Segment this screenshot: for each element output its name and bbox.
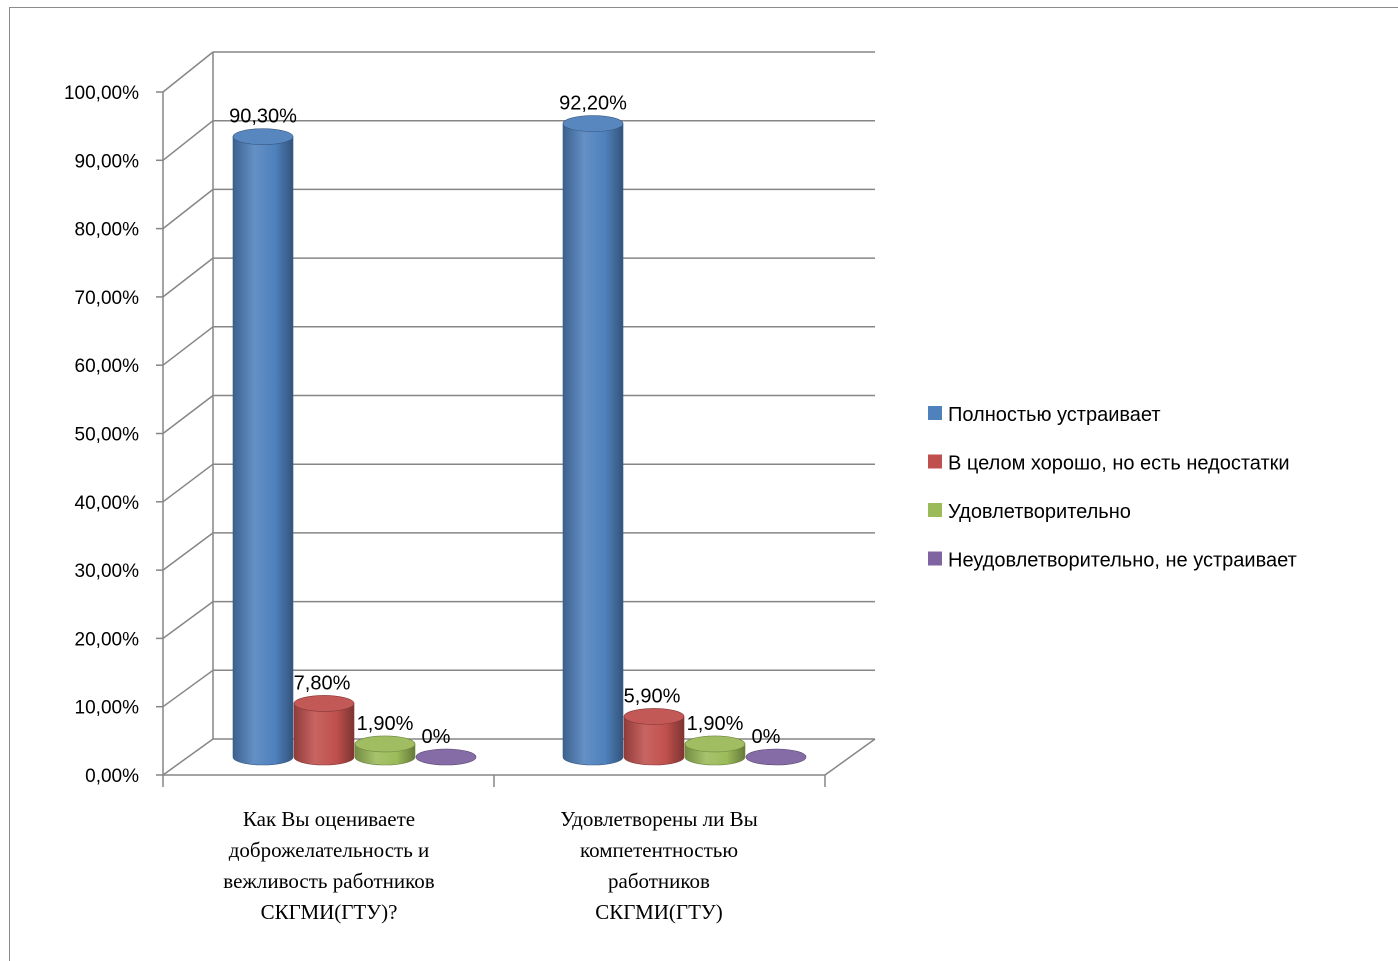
floor-right-edge [824,738,876,776]
side-wall-line [162,257,214,298]
legend-label: Удовлетворительно [948,501,1131,523]
y-tick-label: 20,00% [75,629,140,650]
legend-item: Полностью устраивает [928,404,1161,426]
bar [415,748,477,766]
category-label: доброжелательность и [229,838,430,862]
data-label: 7,80% [294,672,351,694]
bar [684,735,746,766]
y-tick-label: 90,00% [75,151,140,172]
side-wall-line [162,600,214,640]
bar [745,748,807,766]
bar-body [293,703,355,766]
bar-top [293,695,355,712]
legend: Полностью устраивает В целом хорошо, но е… [928,404,1297,572]
side-wall-line [162,51,214,93]
chart-frame [9,7,1398,961]
bar [562,115,624,766]
y-axis-tick-labels: 0,00% 10,00% 20,00% 30,00% 40,00% 50,00% 60,00… [64,83,139,787]
side-wall-line [162,738,214,776]
bar [232,128,294,766]
y-tick-label: 80,00% [75,220,140,241]
category-labels: Как Вы оцениваете доброжелательность и веж… [223,807,757,924]
legend-label: Полностью устраивает [948,404,1161,426]
legend-label: Неудовлетворительно, не устраивает [948,550,1297,572]
bar-top [415,748,477,766]
bar-top [354,735,416,753]
axes [156,91,876,787]
y-tick-label: 50,00% [75,425,140,446]
side-wall-line [162,326,214,366]
y-tick-label: 10,00% [75,698,140,719]
legend-item: Неудовлетворительно, не устраивает [928,550,1297,572]
bar-top [623,708,685,725]
y-tick-label: 40,00% [75,493,140,514]
y-tick-label: 70,00% [75,288,140,309]
side-wall-line [162,463,214,503]
category-label: работников [608,869,710,893]
bar-top [684,735,746,753]
side-wall-line [162,669,214,708]
data-labels: 90,30% 7,80% 1,90% 0% 92,20% 5,90% 1,90% 0% [229,93,781,748]
bars [232,115,807,766]
data-label: 5,90% [624,685,681,707]
bar [354,735,416,766]
category-label: вежливость работников [223,869,434,893]
category-label: СКГМИ(ГТУ)? [261,900,398,924]
gridlines [162,51,875,776]
bar-body [232,136,294,766]
category-label: компетентностью [580,838,738,862]
y-tick-label: 60,00% [75,356,140,377]
side-wall-line [162,188,214,230]
side-wall-line [162,120,214,161]
bar [293,695,355,766]
legend-swatch [928,503,942,517]
y-tick-label: 100,00% [64,83,139,104]
data-label: 90,30% [229,106,297,128]
data-label: 0% [422,726,451,748]
y-tick-label: 30,00% [75,561,140,582]
bar-body [623,716,685,766]
category-label: Как Вы оцениваете [243,807,415,831]
bar-top [562,115,624,132]
data-label: 0% [752,726,781,748]
bar-body [562,123,624,766]
category-label: Удовлетворены ли Вы [560,807,758,831]
category-label: СКГМИ(ГТУ) [595,900,723,924]
legend-label: В целом хорошо, но есть недостатки [948,453,1290,475]
data-label: 92,20% [559,93,627,115]
legend-swatch [928,551,942,566]
side-wall-line [162,394,214,435]
bar-top [232,128,294,145]
y-tick-label: 0,00% [85,766,139,787]
data-label: 1,90% [357,713,414,735]
bar [623,708,685,766]
side-wall-line [162,532,214,571]
data-label: 1,90% [687,713,744,735]
legend-swatch [928,406,942,420]
legend-item: Удовлетворительно [928,501,1131,523]
legend-item: В целом хорошо, но есть недостатки [928,453,1290,475]
bar-top [745,748,807,766]
legend-swatch [928,454,942,469]
